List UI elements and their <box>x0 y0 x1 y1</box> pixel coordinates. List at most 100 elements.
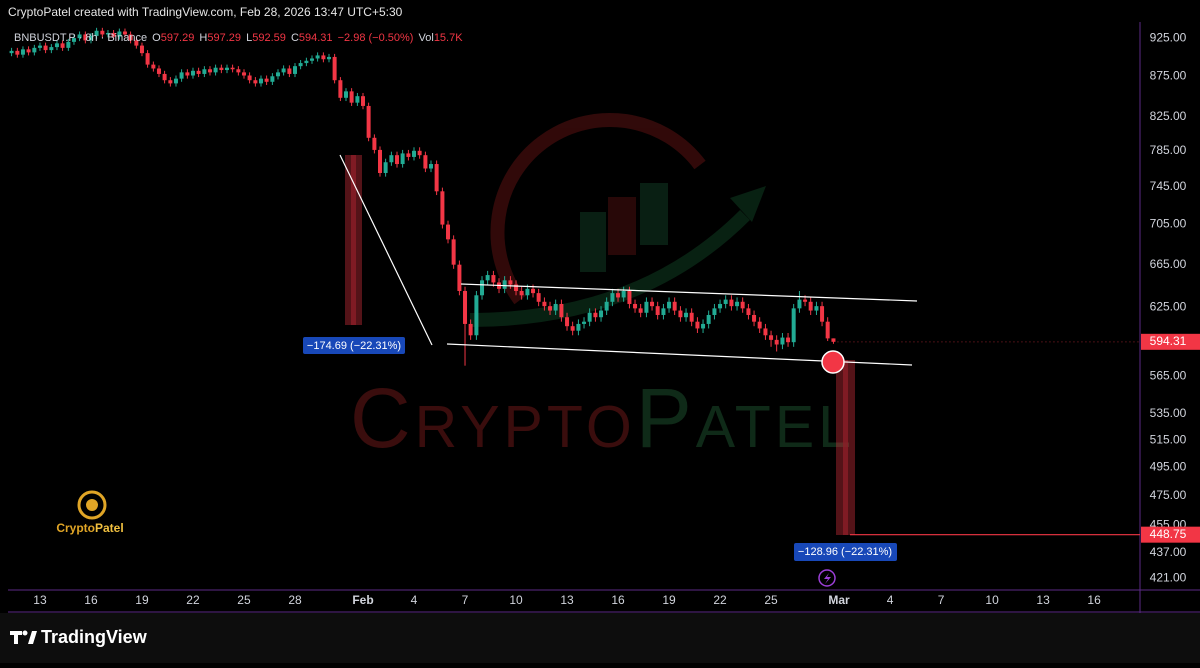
candle-body <box>491 275 496 283</box>
x-tick-label: 25 <box>764 593 778 607</box>
watermark-right: Patel <box>636 371 855 465</box>
candle-body <box>49 47 54 51</box>
candle-body <box>791 308 796 343</box>
candle-body <box>383 162 388 174</box>
candle-body <box>831 338 836 342</box>
x-tick-label: Mar <box>828 593 850 607</box>
candle-body <box>185 72 190 76</box>
candle-body <box>769 335 774 340</box>
candle-body <box>253 80 258 84</box>
candle-body <box>32 47 37 53</box>
candle-body <box>389 155 394 163</box>
candle-body <box>440 191 445 225</box>
price-label-box <box>1141 333 1200 350</box>
candle-body <box>446 224 451 240</box>
candle-body <box>412 150 417 157</box>
footer-brand: TradingView <box>41 627 148 647</box>
candle-body <box>406 153 411 157</box>
candle-body <box>599 310 604 318</box>
candle-body <box>66 41 71 48</box>
measure-label-box <box>303 337 405 354</box>
x-tick-label: 10 <box>509 593 523 607</box>
candle-body <box>326 56 331 60</box>
channel-upper <box>460 283 918 302</box>
candle-body <box>15 50 20 55</box>
candle-body <box>372 137 377 150</box>
candle-body <box>825 321 830 339</box>
target-label: 448.75 <box>1150 527 1187 541</box>
x-tick-label: 4 <box>411 593 418 607</box>
candle-body <box>281 68 286 73</box>
candle-body <box>718 303 723 309</box>
candle-body <box>559 303 564 318</box>
candle-body <box>298 63 303 67</box>
candle-body <box>706 314 711 324</box>
candle-body <box>655 306 660 315</box>
x-tick-label: 10 <box>985 593 999 607</box>
x-tick-label: 28 <box>288 593 302 607</box>
measure-label: −174.69 (−22.31%) <box>307 340 401 352</box>
candle-body <box>190 70 195 76</box>
candle-body <box>565 317 570 327</box>
candle-body <box>134 40 139 46</box>
candle-body <box>621 290 626 298</box>
candle-body <box>60 43 65 48</box>
candle-body <box>270 76 275 82</box>
legend-key: Vol <box>419 32 434 44</box>
candle-body <box>213 67 218 73</box>
legend: BNBUSDT.P · 8h · Binance O597.29 H597.29… <box>14 32 463 44</box>
candle-body <box>593 312 598 318</box>
candle-body <box>480 280 485 296</box>
candle-body <box>202 69 207 74</box>
logo-left: Crypto <box>56 521 95 535</box>
y-tick-label: 625.00 <box>1150 299 1187 313</box>
candle-body <box>457 264 462 291</box>
candle-body <box>151 64 156 69</box>
candle-body <box>179 72 184 79</box>
watermark-candle <box>640 183 668 245</box>
candle-body <box>43 45 48 51</box>
watermark-logo <box>469 113 766 327</box>
candle-body <box>111 32 116 37</box>
x-tick-label: 13 <box>560 593 574 607</box>
candle-body <box>474 295 479 336</box>
candle-body <box>525 288 530 296</box>
y-tick-label: 437.00 <box>1150 545 1187 559</box>
candle-body <box>610 293 615 302</box>
logo-ring <box>77 490 107 520</box>
x-tick-label: Feb <box>352 593 373 607</box>
y-tick-label: 565.00 <box>1150 369 1187 383</box>
candle-body <box>531 288 536 294</box>
footer <box>0 613 1200 663</box>
attribution: CryptoPatel created with TradingView.com… <box>8 5 403 19</box>
candle-body <box>105 32 110 35</box>
candle-body <box>695 321 700 329</box>
legend-key: L <box>246 32 252 44</box>
measure-label-box <box>794 543 897 561</box>
candle-body <box>54 43 59 48</box>
candle-body <box>644 301 649 313</box>
watermark-candle <box>580 212 606 272</box>
logo-stem <box>14 631 18 644</box>
y-tick-label: 495.00 <box>1150 460 1187 474</box>
candle-body <box>672 301 677 311</box>
watermark-candle <box>608 197 636 255</box>
logo-slash <box>28 631 37 644</box>
candle-body <box>224 67 229 71</box>
candle-body <box>542 301 547 307</box>
candle-body <box>9 50 14 54</box>
legend-key: O <box>152 32 161 44</box>
candle-body <box>757 321 762 329</box>
candle-body <box>735 301 740 307</box>
candle-body <box>122 31 127 35</box>
legend-change: −2.98 (−0.50%) <box>338 32 414 44</box>
measure-bar <box>843 360 848 535</box>
legend-key: H <box>199 32 207 44</box>
candle-body <box>355 96 360 103</box>
logo-dot <box>22 630 28 636</box>
legend-value: 594.31 <box>299 32 333 44</box>
candle-body <box>145 53 150 65</box>
candle-body <box>786 337 791 343</box>
